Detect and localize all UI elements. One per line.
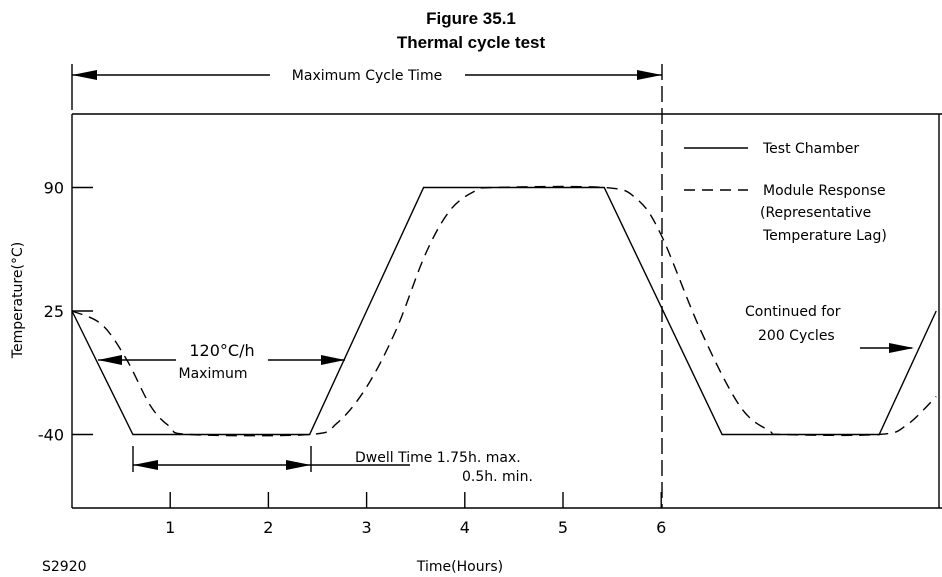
- plot-frame: [71, 64, 942, 509]
- ramp-arrowhead-right-icon: [321, 355, 345, 365]
- legend: Test Chamber Module Response (Representa…: [684, 141, 887, 244]
- y-ticks: 90 25 -40: [38, 179, 93, 445]
- continued-label-1: Continued for: [745, 304, 841, 320]
- dwell-arrowhead-left-icon: [133, 460, 158, 470]
- x-tick-label: 2: [263, 518, 273, 537]
- arrowhead-left-icon: [72, 70, 97, 80]
- continued-annotation: Continued for 200 Cycles: [745, 304, 914, 353]
- dwell-label-2: 0.5h. min.: [462, 469, 533, 485]
- y-tick-label: 25: [44, 302, 64, 321]
- ramp-rate-label: 120°C/h: [189, 341, 254, 360]
- x-tick-label: 1: [165, 518, 175, 537]
- dwell-arrowhead-right-icon: [286, 460, 311, 470]
- series-test-chamber-line: [71, 186, 937, 436]
- y-axis-title: Temperature(°C): [10, 242, 26, 359]
- arrowhead-right-icon: [637, 70, 662, 80]
- ramp-rate-note: Maximum: [179, 366, 248, 382]
- dwell-label-1: Dwell Time 1.75h. max.: [355, 450, 521, 466]
- figure-number: Figure 35.1: [426, 9, 516, 28]
- x-tick-label: 5: [558, 518, 568, 537]
- max-cycle-time-label: Maximum Cycle Time: [292, 68, 442, 84]
- x-tick-label: 3: [362, 518, 372, 537]
- max-cycle-time-dimension: Maximum Cycle Time: [71, 64, 662, 110]
- legend-module-note-2: Temperature Lag): [762, 228, 887, 244]
- ramp-arrowhead-left-icon: [98, 355, 122, 365]
- continued-label-2: 200 Cycles: [758, 328, 835, 344]
- series-module-response-line: [71, 185, 937, 437]
- x-axis-title: Time(Hours): [416, 559, 503, 575]
- dwell-time-annotation: Dwell Time 1.75h. max. 0.5h. min.: [132, 446, 533, 485]
- figure-code: S2920: [42, 559, 87, 575]
- x-tick-label: 6: [656, 518, 666, 537]
- y-tick-label: -40: [38, 426, 64, 445]
- x-ticks: 1 2 3 4 5 6: [165, 492, 666, 537]
- legend-module-label: Module Response: [763, 183, 886, 199]
- x-tick-label: 4: [460, 518, 470, 537]
- figure-title: Thermal cycle test: [397, 33, 546, 52]
- y-tick-label: 90: [44, 179, 64, 198]
- ramp-rate-annotation: 120°C/h Maximum: [98, 341, 345, 382]
- legend-module-note-1: (Representative: [760, 205, 871, 221]
- continued-arrowhead-icon: [889, 343, 914, 353]
- legend-chamber-label: Test Chamber: [762, 141, 859, 157]
